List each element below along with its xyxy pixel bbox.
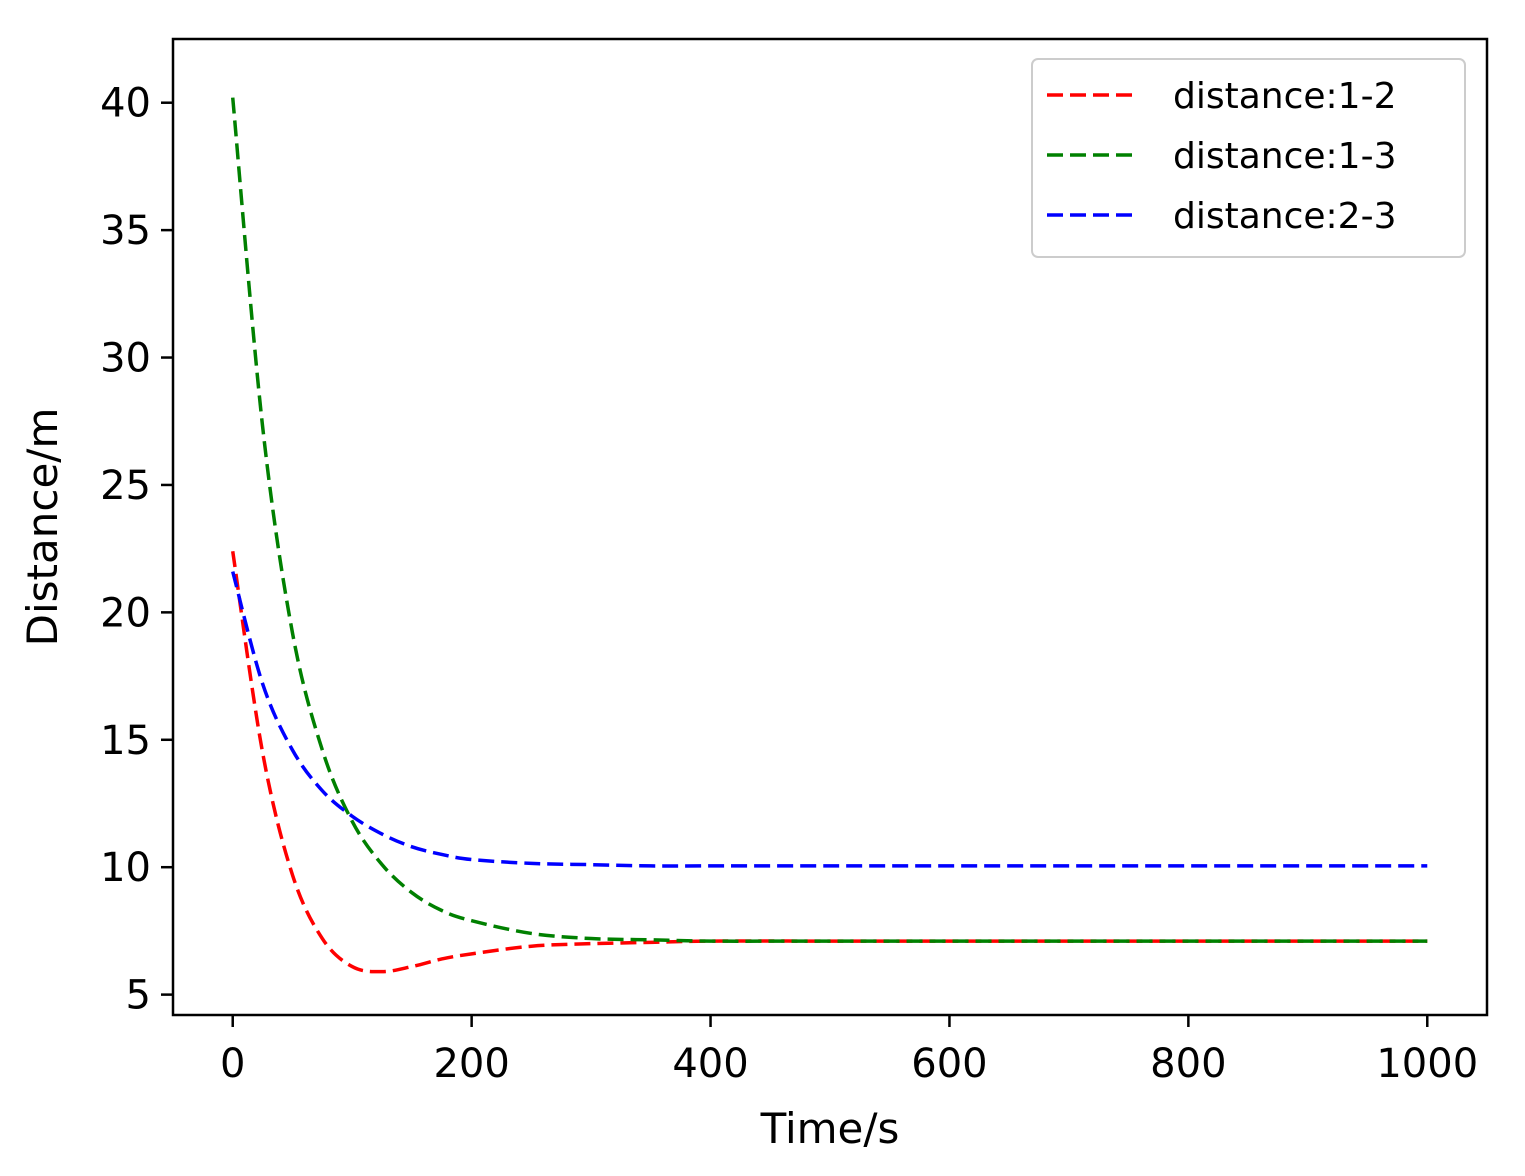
x-tick-label: 200 [433, 1041, 509, 1087]
series-line-distance-1-3 [230, 97, 1428, 943]
x-tick-label: 600 [911, 1041, 987, 1087]
series-line-distance-2-3 [231, 571, 1428, 868]
legend-box [1031, 58, 1466, 258]
x-axis-ticks: 0 200 400 600 800 1000 [220, 1015, 1478, 1087]
y-tick-label: 15 [100, 718, 151, 764]
y-tick-label: 10 [100, 845, 151, 891]
x-tick-label: 0 [220, 1041, 245, 1087]
legend-label: distance:1-2 [1173, 76, 1396, 117]
x-axis-label: Time/s [760, 1104, 900, 1153]
plot-frame [171, 37, 1489, 1017]
legend-label: distance:1-3 [1173, 136, 1396, 177]
y-tick-label: 40 [100, 81, 151, 127]
y-tick-label: 20 [100, 590, 151, 636]
x-tick-label: 800 [1150, 1041, 1226, 1087]
y-tick-label: 25 [100, 463, 151, 509]
legend-label: distance:2-3 [1173, 196, 1396, 237]
legend: distance:1-2 distance:1-3 distance:2-3 [1031, 58, 1466, 258]
series-line-distance-1-2 [230, 550, 1428, 974]
y-tick-label: 5 [126, 973, 151, 1019]
plot-lines [230, 97, 1428, 974]
y-tick-label: 30 [100, 336, 151, 382]
x-tick-label: 1000 [1376, 1041, 1478, 1087]
y-tick-label: 35 [100, 208, 151, 254]
y-axis-label: Distance/m [18, 408, 67, 647]
y-axis-ticks: 5 10 15 20 25 30 35 40 [100, 81, 173, 1019]
x-tick-label: 400 [672, 1041, 748, 1087]
